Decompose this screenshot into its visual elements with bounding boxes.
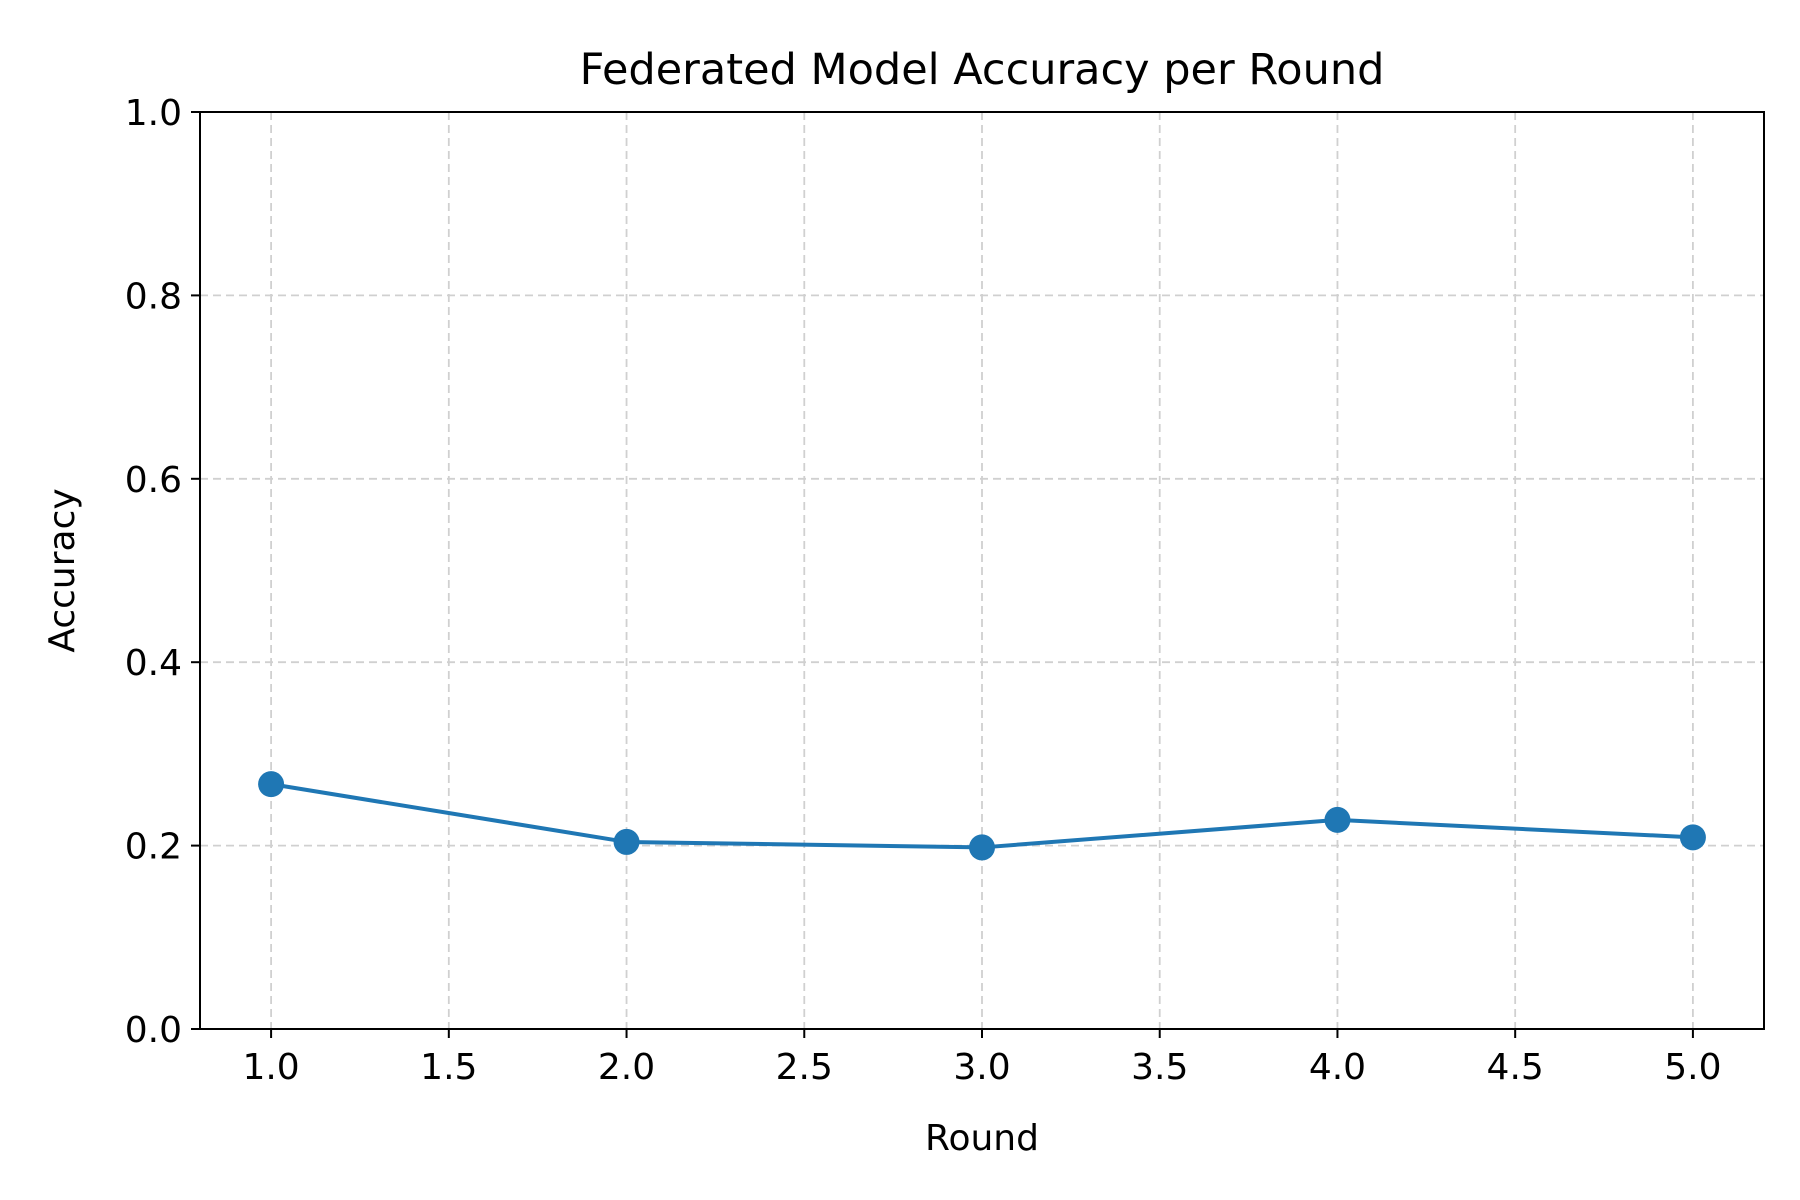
x-axis-label: Round xyxy=(925,1118,1039,1159)
x-tick-label: 2.0 xyxy=(598,1047,655,1088)
x-tick-label: 1.5 xyxy=(420,1047,477,1088)
y-tick-label: 0.6 xyxy=(125,460,182,501)
y-tick-label: 0.2 xyxy=(125,827,182,868)
y-tick-label: 0.4 xyxy=(125,643,182,684)
y-tick-label: 0.8 xyxy=(125,276,182,317)
chart-title: Federated Model Accuracy per Round xyxy=(580,45,1385,95)
data-point xyxy=(1324,806,1351,833)
x-tick-label: 3.0 xyxy=(953,1047,1010,1088)
x-tick-label: 5.0 xyxy=(1664,1047,1721,1088)
y-tick-label: 1.0 xyxy=(125,93,182,134)
x-tick-label: 1.0 xyxy=(242,1047,299,1088)
x-tick-label: 2.5 xyxy=(776,1047,833,1088)
data-point xyxy=(1679,824,1706,851)
series-layer xyxy=(258,771,1706,861)
data-point xyxy=(969,834,995,861)
data-point xyxy=(258,771,285,798)
y-tick-label: 0.0 xyxy=(125,1010,182,1051)
tick-layer: 1.0 1.5 2.0 2.5 3.0 3.5 4.0 4.5 5.0 0.0 0.2 0.4 0.6 0… xyxy=(125,93,1722,1088)
x-tick-label: 3.5 xyxy=(1131,1047,1188,1088)
data-point xyxy=(613,828,640,855)
y-axis-label: Accuracy xyxy=(42,488,83,652)
x-tick-label: 4.0 xyxy=(1309,1047,1366,1088)
x-tick-label: 4.5 xyxy=(1487,1047,1544,1088)
